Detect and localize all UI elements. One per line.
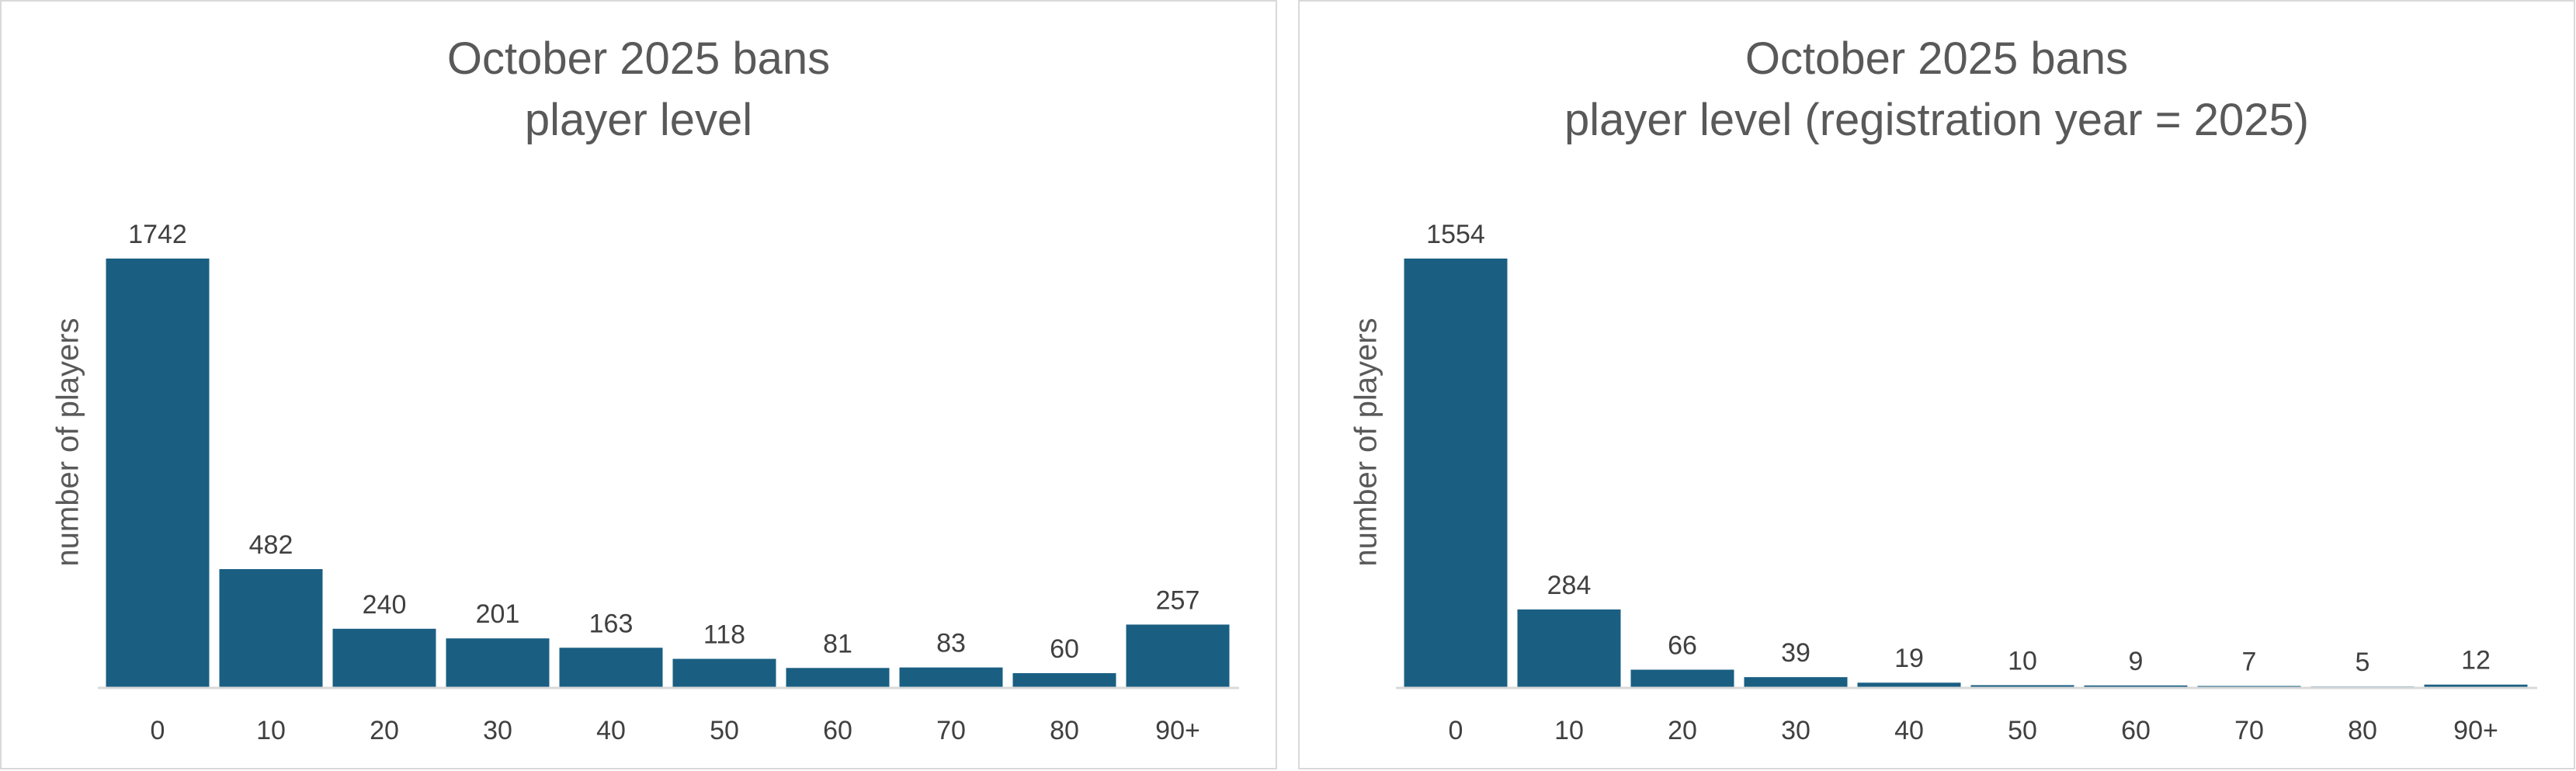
data-label: 118 [703,620,745,650]
x-tick-label: 0 [151,716,165,745]
data-label: 163 [589,609,634,638]
bar [899,667,1003,688]
bar [1970,685,2074,688]
chart-subtitle: player level [524,95,753,145]
bar-chart-plot-right: 1554 0 284 10 66 20 39 30 19 40 10 50 9 60 7 70 5 80 12 90+ [1396,220,2537,745]
x-tick-label: 50 [710,716,739,745]
chart-title: October 2025 bans [1745,33,2129,84]
data-label: 201 [476,599,520,629]
chart-panel-left: October 2025 bans player level number of… [0,0,1277,769]
bar [1857,682,1961,688]
x-tick-label: 80 [2348,716,2377,745]
x-tick-label: 70 [2234,716,2264,745]
x-tick-label: 60 [2121,716,2151,745]
data-label: 81 [823,629,852,658]
x-tick-label: 40 [596,716,626,745]
x-tick-label: 70 [936,716,966,745]
bar [1630,669,1734,688]
bar [332,628,436,688]
chart-title: October 2025 bans [446,33,831,84]
x-tick-label: 0 [1449,716,1463,745]
data-label: 240 [363,590,407,620]
bar-chart-plot-left: 1742 0 482 10 240 20 201 30 163 40 118 50 81 60 83 70 60… [98,220,1239,745]
x-tick-label: 40 [1894,716,1924,745]
x-tick-label: 30 [483,716,512,745]
data-label: 83 [936,629,966,658]
data-label: 10 [2008,646,2037,675]
bar [446,638,550,688]
data-label: 9 [2129,647,2144,676]
bar [672,658,776,688]
bar [1126,624,1230,688]
bar [786,668,890,688]
x-tick-label: 10 [256,716,286,745]
bar [106,259,210,688]
bar [559,648,663,688]
data-label: 284 [1547,571,1592,600]
bar [1744,677,1848,688]
data-label: 5 [2356,648,2370,677]
x-tick-label: 30 [1781,716,1810,745]
data-label: 7 [2242,648,2257,677]
x-tick-label: 60 [823,716,852,745]
data-label: 19 [1894,644,1924,673]
x-tick-label: 80 [1050,716,1079,745]
chart-subtitle: player level (registration year = 2025) [1564,95,2310,145]
data-label: 1554 [1426,220,1485,249]
bar [219,568,323,688]
data-label: 1742 [128,220,187,249]
data-label: 39 [1781,638,1810,668]
data-label: 482 [249,530,293,560]
data-label: 12 [2461,646,2491,675]
bar [2424,684,2528,688]
x-tick-label: 10 [1554,716,1584,745]
bar [2084,685,2188,688]
x-tick-label: 50 [2008,716,2037,745]
x-tick-label: 90+ [2453,716,2498,745]
x-tick-label: 20 [1668,716,1697,745]
chart-panel-right: October 2025 bans player level (registra… [1298,0,2575,769]
x-tick-label: 90+ [1155,716,1200,745]
data-label: 66 [1668,631,1697,661]
data-label: 257 [1156,585,1200,615]
x-tick-label: 20 [370,716,399,745]
data-label: 60 [1050,634,1079,664]
bar [1404,259,1508,688]
bar [1517,609,1621,688]
bar [1012,672,1116,688]
